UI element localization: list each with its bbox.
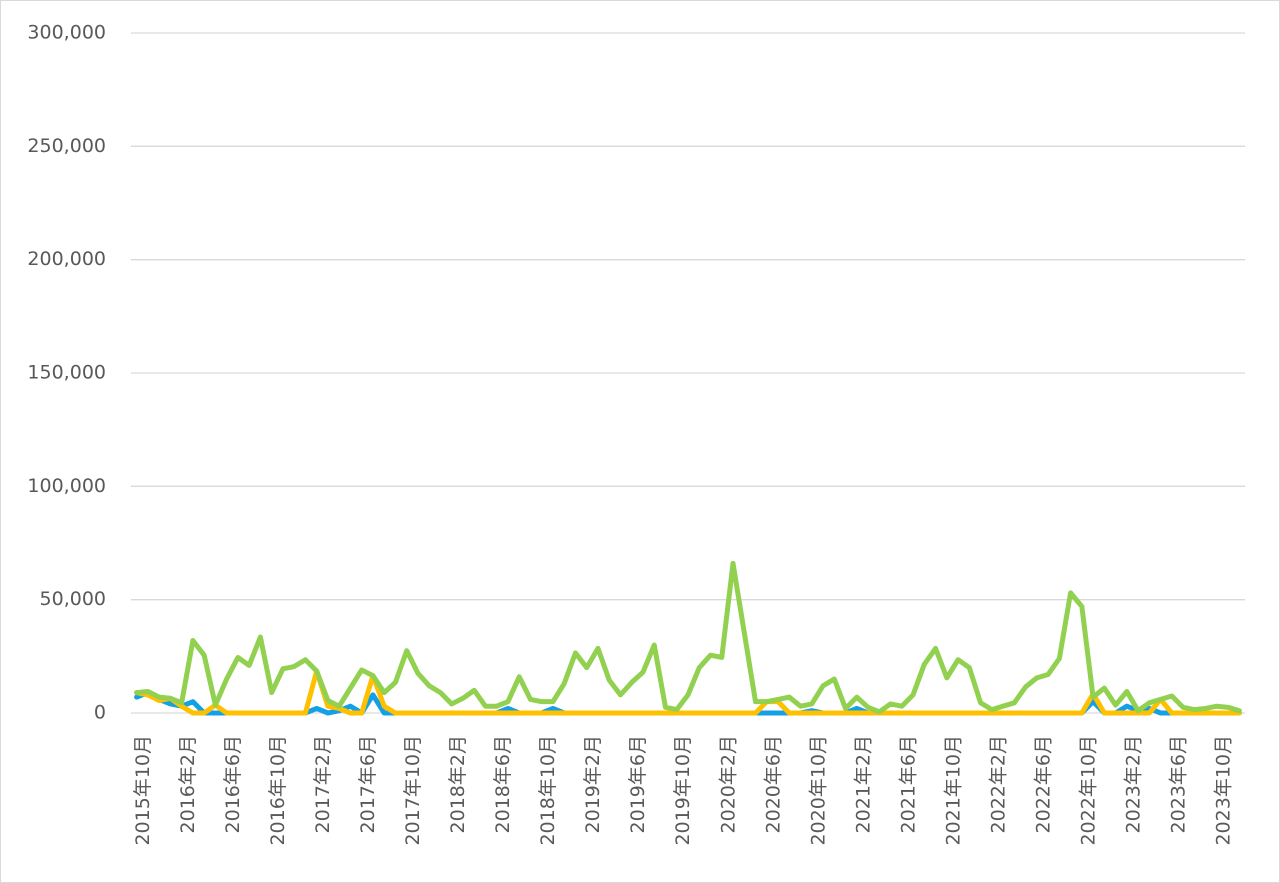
x-tick-label: 2022年6月 xyxy=(1032,735,1054,833)
x-tick-label: 2016年10月 xyxy=(267,735,289,846)
x-tick-label: 2016年2月 xyxy=(177,735,199,833)
y-tick-label: 300,000 xyxy=(27,22,106,44)
x-tick-label: 2018年2月 xyxy=(447,735,469,833)
x-tick-label: 2016年6月 xyxy=(222,735,244,833)
x-tick-label: 2017年6月 xyxy=(357,735,379,833)
x-tick-label: 2020年10月 xyxy=(807,735,829,846)
y-tick-label: 200,000 xyxy=(27,248,106,270)
x-tick-label: 2021年10月 xyxy=(942,735,964,846)
x-tick-label: 2021年2月 xyxy=(852,735,874,833)
x-tick-label: 2021年6月 xyxy=(897,735,919,833)
x-tick-label: 2019年10月 xyxy=(672,735,694,846)
x-tick-label: 2023年10月 xyxy=(1212,735,1234,846)
x-tick-label: 2017年2月 xyxy=(312,735,334,833)
y-tick-label: 100,000 xyxy=(27,475,106,497)
y-tick-label: 50,000 xyxy=(40,588,106,610)
y-tick-label: 250,000 xyxy=(27,135,106,157)
x-tick-label: 2019年2月 xyxy=(582,735,604,833)
x-tick-label: 2022年2月 xyxy=(987,735,1009,833)
x-tick-label: 2023年2月 xyxy=(1122,735,1144,833)
y-tick-label: 0 xyxy=(94,702,106,724)
x-tick-label: 2018年10月 xyxy=(537,735,559,846)
y-tick-label: 150,000 xyxy=(27,362,106,384)
x-tick-label: 2022年10月 xyxy=(1077,735,1099,846)
x-tick-label: 2015年10月 xyxy=(132,735,154,846)
x-tick-label: 2020年6月 xyxy=(762,735,784,833)
series-line xyxy=(134,560,1242,715)
x-tick-label: 2020年2月 xyxy=(717,735,739,833)
x-tick-label: 2019年6月 xyxy=(627,735,649,833)
x-tick-label: 2017年10月 xyxy=(402,735,424,846)
x-tick-label: 2023年6月 xyxy=(1167,735,1189,833)
x-tick-label: 2018年6月 xyxy=(492,735,514,833)
